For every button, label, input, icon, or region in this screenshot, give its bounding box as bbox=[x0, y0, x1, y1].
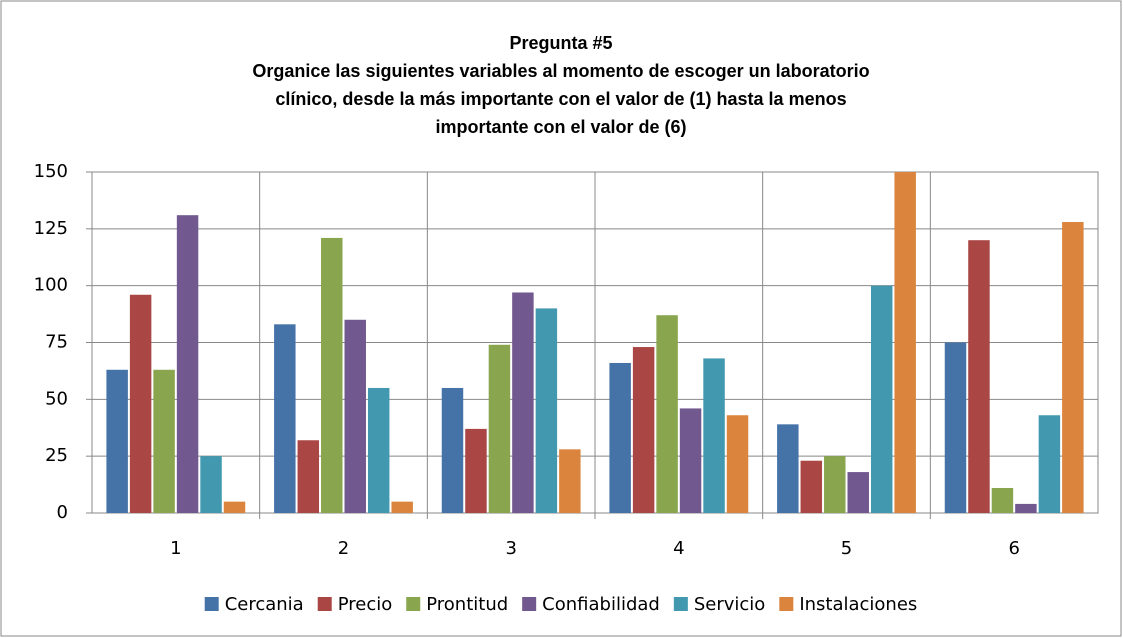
bar bbox=[894, 172, 916, 513]
x-tick-label: 4 bbox=[673, 538, 684, 559]
bar bbox=[512, 292, 534, 513]
legend-swatch bbox=[522, 597, 537, 611]
bar bbox=[632, 347, 655, 513]
x-tick-label: 3 bbox=[505, 538, 516, 559]
x-tick-label: 5 bbox=[841, 538, 852, 559]
legend-label: Confiabilidad bbox=[542, 594, 660, 615]
x-tick-label: 2 bbox=[338, 538, 349, 559]
bar bbox=[703, 358, 725, 513]
chart-title: Organice las siguientes variables al mom… bbox=[252, 61, 869, 81]
bar bbox=[391, 501, 413, 513]
bar bbox=[297, 440, 320, 513]
x-tick-label: 1 bbox=[170, 538, 181, 559]
x-tick-label: 6 bbox=[1008, 538, 1019, 559]
bar bbox=[488, 344, 511, 513]
bar bbox=[847, 472, 869, 513]
bar bbox=[1062, 222, 1084, 513]
bar bbox=[223, 501, 246, 513]
bar bbox=[800, 460, 823, 513]
bar bbox=[106, 369, 128, 513]
legend-swatch bbox=[779, 597, 794, 611]
legend-swatch bbox=[406, 597, 421, 611]
bar bbox=[367, 387, 390, 513]
chart-title: importante con el valor de (6) bbox=[435, 117, 686, 137]
bar bbox=[609, 362, 631, 513]
bar bbox=[944, 342, 967, 513]
y-tick-label: 75 bbox=[45, 332, 68, 353]
bar bbox=[777, 424, 799, 513]
bar bbox=[200, 456, 222, 513]
y-tick-label: 0 bbox=[57, 502, 68, 523]
y-tick-label: 25 bbox=[45, 445, 68, 466]
bar bbox=[176, 215, 199, 513]
legend-label: Precio bbox=[338, 594, 393, 615]
y-tick-label: 150 bbox=[34, 161, 68, 182]
legend-label: Instalaciones bbox=[799, 594, 917, 615]
legend-swatch bbox=[673, 597, 688, 611]
bar bbox=[656, 315, 678, 513]
bar bbox=[274, 324, 296, 513]
bar bbox=[1038, 415, 1061, 513]
bar bbox=[559, 449, 581, 513]
bar bbox=[1015, 503, 1037, 513]
legend-swatch bbox=[317, 597, 332, 611]
bar bbox=[441, 387, 464, 513]
bar bbox=[870, 285, 893, 513]
bar bbox=[344, 319, 366, 513]
y-tick-label: 125 bbox=[34, 218, 68, 239]
y-tick-label: 100 bbox=[34, 275, 68, 296]
bar bbox=[535, 308, 558, 513]
legend-label: Prontitud bbox=[426, 594, 508, 615]
legend-label: Cercania bbox=[225, 594, 304, 615]
bar bbox=[465, 428, 487, 513]
bar bbox=[991, 487, 1014, 513]
bar bbox=[726, 415, 749, 513]
chart-title: clínico, desde la más importante con el … bbox=[275, 89, 846, 109]
y-tick-label: 50 bbox=[45, 388, 68, 409]
bar bbox=[824, 456, 846, 513]
bar bbox=[129, 294, 152, 513]
bar bbox=[679, 408, 702, 513]
legend-label: Servicio bbox=[694, 594, 765, 615]
bar bbox=[968, 240, 990, 513]
legend-swatch bbox=[204, 597, 219, 611]
chart-title: Pregunta #5 bbox=[509, 33, 612, 53]
bar bbox=[153, 369, 175, 513]
bar bbox=[321, 237, 343, 513]
